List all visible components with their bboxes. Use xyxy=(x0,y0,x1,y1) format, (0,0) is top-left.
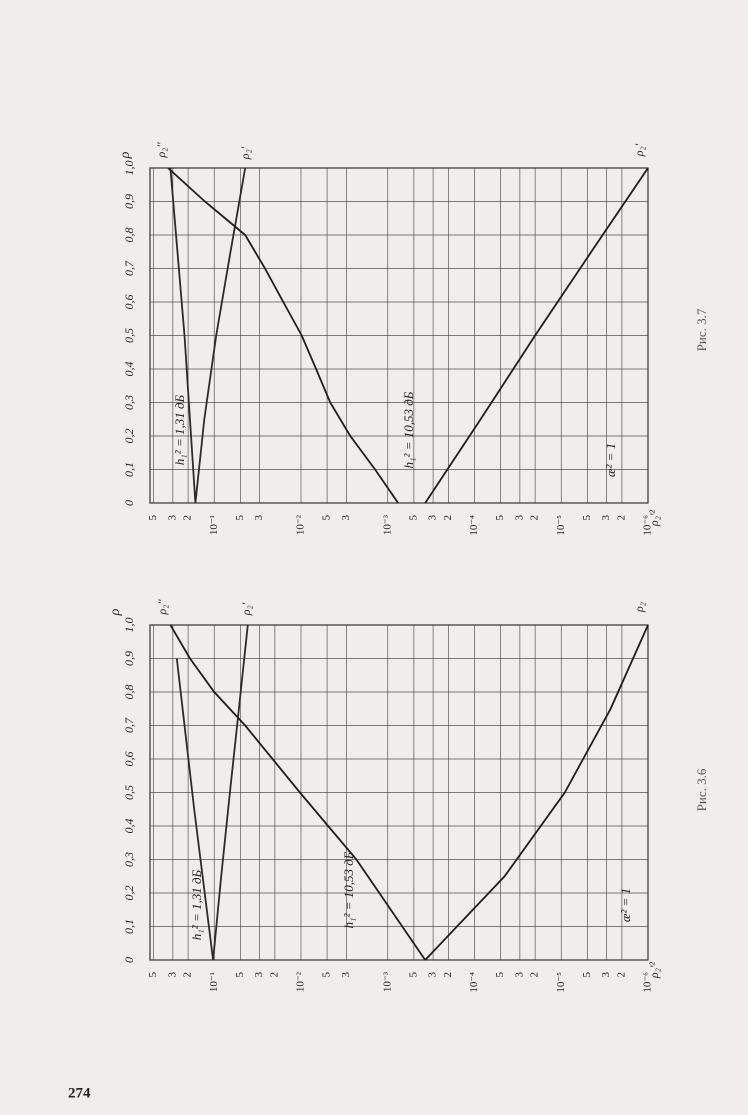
y-tick-label: 2 xyxy=(442,515,454,521)
y-tick-label: 2 xyxy=(529,515,541,521)
y-tick-label: 2 xyxy=(529,972,541,978)
y-tick-label: 10⁻² xyxy=(295,971,307,992)
y-tick-label: 10⁻² xyxy=(295,514,307,535)
x-tick-label: 0,9 xyxy=(122,194,136,209)
curve xyxy=(212,624,249,961)
x-tick-label: 0,2 xyxy=(122,429,136,444)
x-tick-label: 0 xyxy=(122,500,136,506)
y-tick-label: 5 xyxy=(494,972,506,978)
x-tick-label: 0,3 xyxy=(122,852,136,867)
y-tick-label: 10⁻⁶ xyxy=(642,972,654,993)
y-tick-label: 5 xyxy=(321,972,333,978)
x-tick-label: 0,8 xyxy=(122,685,136,700)
end-label: ρ₂' xyxy=(239,602,253,616)
curve-label: h₁² = 1,31 дБ xyxy=(172,394,187,465)
y-tick-label: 5 xyxy=(494,515,506,521)
y-tick-label: 3 xyxy=(253,515,265,521)
plot-frame xyxy=(149,167,649,504)
plot-frame xyxy=(149,624,649,961)
x-tick-label: 0,6 xyxy=(122,295,136,310)
y-tick-label: 5 xyxy=(407,972,419,978)
x-tick-label: 0,5 xyxy=(122,328,136,343)
end-label: ρ₂'² xyxy=(647,510,661,527)
x-tick-label: 0,3 xyxy=(122,395,136,410)
y-tick-label: 2 xyxy=(182,972,194,978)
end-label: ρ₂' xyxy=(632,143,646,157)
y-tick-label: 2 xyxy=(182,515,194,521)
y-tick-label: 5 xyxy=(234,515,246,521)
end-label: ρ₂'² xyxy=(647,962,661,979)
page-number: 274 xyxy=(68,1085,91,1101)
curve xyxy=(167,167,399,504)
y-tick-label: 3 xyxy=(427,972,439,978)
axis-label: ρ xyxy=(108,608,123,616)
curve xyxy=(175,658,214,961)
curve xyxy=(169,624,426,961)
y-tick-label: 5 xyxy=(581,972,593,978)
y-tick-label: 10⁻³ xyxy=(381,514,393,535)
end-label: ρ₂ xyxy=(632,602,646,613)
end-label: ρ₂'' xyxy=(155,599,169,615)
y-tick-label: 2 xyxy=(615,972,627,978)
y-tick-label: 3 xyxy=(513,515,525,521)
x-tick-label: 0 xyxy=(122,957,136,963)
y-tick-label: 2 xyxy=(442,972,454,978)
x-tick-label: 0,2 xyxy=(122,886,136,901)
y-tick-label: 3 xyxy=(600,972,612,978)
y-tick-label: 3 xyxy=(166,515,178,521)
y-tick-label: 10⁻⁴ xyxy=(468,515,480,536)
x-tick-label: 0,5 xyxy=(122,785,136,800)
end-label: ρ₂'' xyxy=(154,142,168,158)
x-tick-label: 1,0 xyxy=(122,161,136,176)
y-tick-label: 3 xyxy=(253,972,265,978)
y-tick-label: 2 xyxy=(615,515,627,521)
y-tick-label: 5 xyxy=(147,972,159,978)
y-tick-label: 10⁻⁵ xyxy=(555,515,567,536)
x-tick-label: 0,4 xyxy=(122,819,136,834)
x-tick-label: 0,7 xyxy=(122,717,136,733)
y-tick-label: 10⁻⁵ xyxy=(555,972,567,993)
curve xyxy=(169,167,197,504)
y-tick-label: 5 xyxy=(147,515,159,521)
y-tick-label: 3 xyxy=(600,515,612,521)
y-tick-label: 2 xyxy=(268,972,280,978)
end-label: ρ₂' xyxy=(238,146,252,160)
x-tick-label: 0,1 xyxy=(122,919,136,934)
x-tick-label: 0,1 xyxy=(122,462,136,477)
y-tick-label: 10⁻³ xyxy=(381,971,393,992)
curve xyxy=(424,624,649,961)
y-tick-label: 3 xyxy=(340,972,352,978)
y-tick-label: 5 xyxy=(321,515,333,521)
curve xyxy=(194,167,247,504)
curve-label: æ² = 1 xyxy=(618,888,633,922)
y-tick-label: 10⁻⁶ xyxy=(642,515,654,536)
curve-label: h₁² = 10,53 дБ xyxy=(341,851,356,928)
curve-label: æ² = 1 xyxy=(603,443,618,477)
x-tick-label: 0,9 xyxy=(122,651,136,666)
x-tick-label: 1,0 xyxy=(122,618,136,633)
y-tick-label: 5 xyxy=(234,972,246,978)
x-tick-label: 0,4 xyxy=(122,362,136,377)
y-tick-label: 5 xyxy=(581,515,593,521)
curve xyxy=(424,167,649,504)
y-tick-label: 10⁻⁴ xyxy=(468,972,480,993)
y-tick-label: 3 xyxy=(340,515,352,521)
y-tick-label: 3 xyxy=(513,972,525,978)
y-tick-label: 3 xyxy=(166,972,178,978)
axis-label: ρ xyxy=(118,151,133,159)
figure-caption: Рис. 3.6 xyxy=(694,768,709,811)
x-tick-label: 0,8 xyxy=(122,228,136,243)
y-tick-label: 10⁻¹ xyxy=(208,515,220,535)
y-tick-label: 3 xyxy=(427,515,439,521)
figure-caption: Рис. 3.7 xyxy=(694,308,709,351)
curve-label: h₁² = 10,53 дБ xyxy=(401,391,416,468)
x-tick-label: 0,7 xyxy=(122,260,136,276)
y-tick-label: 5 xyxy=(407,515,419,521)
curve-label: h₁² = 1,31 дБ xyxy=(189,869,204,940)
y-tick-label: 10⁻¹ xyxy=(208,972,220,992)
x-tick-label: 0,6 xyxy=(122,752,136,767)
